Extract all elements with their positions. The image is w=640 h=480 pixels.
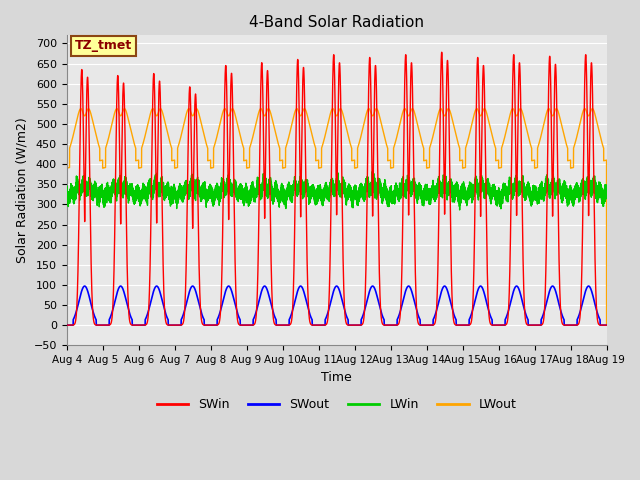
- Legend: SWin, SWout, LWin, LWout: SWin, SWout, LWin, LWout: [152, 394, 522, 417]
- Text: TZ_tmet: TZ_tmet: [75, 39, 132, 52]
- X-axis label: Time: Time: [321, 371, 352, 384]
- Y-axis label: Solar Radiation (W/m2): Solar Radiation (W/m2): [15, 118, 28, 263]
- Title: 4-Band Solar Radiation: 4-Band Solar Radiation: [249, 15, 424, 30]
